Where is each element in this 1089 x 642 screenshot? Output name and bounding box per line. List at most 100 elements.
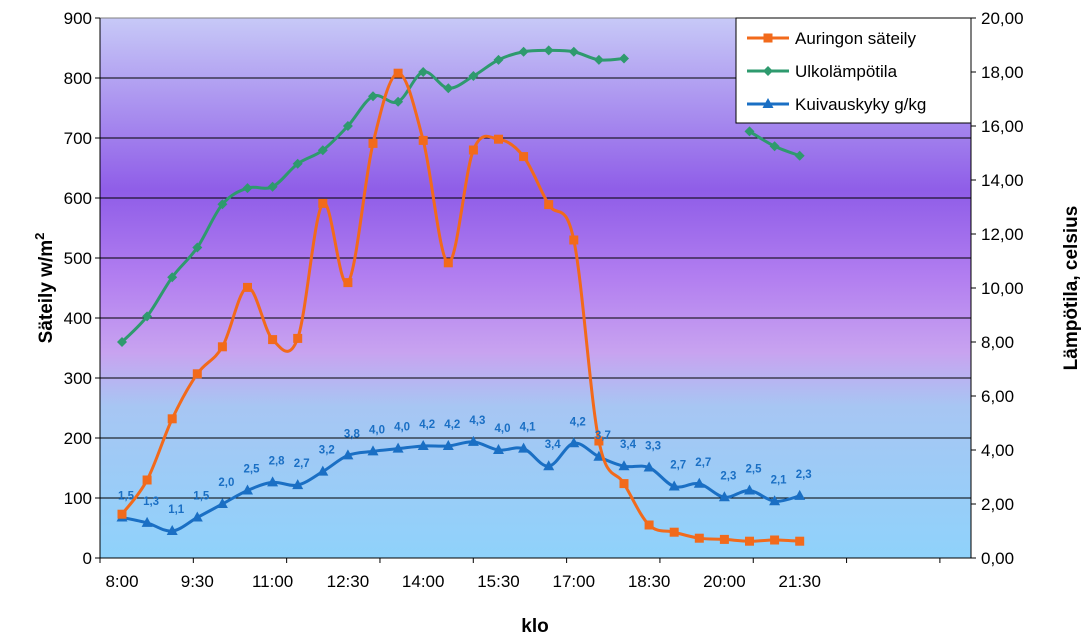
- data-label: 1,5: [193, 491, 210, 503]
- data-point: [393, 96, 404, 107]
- data-point: [668, 480, 680, 491]
- data-label: 2,7: [695, 457, 711, 469]
- data-point: [468, 71, 479, 82]
- data-label: 1,5: [118, 491, 135, 503]
- right-tick-label: 20,00: [981, 9, 1024, 28]
- data-label: 4,3: [469, 415, 485, 427]
- left-tick-label: 800: [64, 69, 92, 88]
- right-tick-label: 12,00: [981, 225, 1024, 244]
- data-point: [493, 444, 504, 454]
- series-line: [121, 440, 801, 533]
- data-point: [166, 525, 178, 535]
- data-point: [519, 152, 529, 162]
- data-point: [568, 46, 579, 57]
- data-point: [293, 333, 303, 343]
- data-point: [795, 536, 805, 546]
- data-point: [368, 91, 378, 102]
- data-point: [292, 479, 304, 490]
- data-point: [594, 436, 604, 446]
- data-point: [719, 534, 729, 544]
- data-label: 2,8: [269, 455, 286, 467]
- data-point: [745, 536, 754, 546]
- legend-marker: [762, 98, 774, 108]
- data-point: [167, 272, 178, 283]
- left-tick-label: 400: [64, 309, 92, 328]
- data-point: [618, 460, 630, 471]
- data-point: [644, 520, 654, 530]
- left-axis-title-superscript: 2: [32, 233, 47, 240]
- data-label: 2,5: [746, 464, 763, 476]
- x-tick-label: 17:00: [553, 572, 596, 591]
- data-label: 3,4: [620, 439, 637, 451]
- data-point: [694, 533, 704, 543]
- data-point: [442, 439, 454, 450]
- data-label: 2,1: [771, 474, 788, 486]
- series-1: [117, 45, 805, 347]
- data-point: [267, 181, 278, 192]
- axes: 0 100 200 300 400 500 600 700 800 900 0,00 2,00 4,00…: [64, 9, 1024, 591]
- x-axis-title: klo: [521, 616, 548, 637]
- data-point: [544, 200, 554, 210]
- right-axis-title: Lämpötila, celsius: [1061, 206, 1082, 371]
- data-point: [141, 516, 153, 527]
- series-2: [116, 435, 806, 535]
- data-point: [242, 183, 253, 194]
- series-layer: [116, 45, 806, 546]
- data-point: [191, 511, 203, 522]
- data-point: [343, 278, 353, 288]
- data-label: 1,1: [168, 504, 185, 516]
- data-label: 2,7: [294, 458, 310, 470]
- data-point: [342, 449, 354, 460]
- data-point: [443, 258, 453, 268]
- data-point: [216, 498, 228, 508]
- data-label: 3,2: [319, 445, 335, 457]
- x-tick-label: 20:00: [703, 572, 746, 591]
- x-tick-label: 12:30: [327, 572, 370, 591]
- data-point: [267, 476, 279, 487]
- data-point: [493, 54, 504, 65]
- data-point: [643, 461, 655, 472]
- left-tick-label: 700: [64, 129, 92, 148]
- data-label: 4,0: [495, 423, 511, 435]
- data-point: [117, 509, 127, 519]
- data-point: [769, 495, 781, 506]
- legend-entry: Ulkolämpötila: [795, 62, 898, 81]
- data-point: [669, 527, 679, 537]
- data-point: [468, 145, 478, 155]
- data-point: [418, 135, 428, 145]
- data-label: 4,2: [419, 419, 435, 431]
- right-tick-label: 14,00: [981, 171, 1024, 190]
- data-point: [593, 54, 604, 65]
- data-point: [417, 439, 429, 450]
- data-point: [518, 46, 529, 57]
- data-point: [393, 68, 403, 78]
- data-point: [217, 199, 228, 210]
- right-tick-label: 2,00: [981, 495, 1014, 514]
- data-label: 2,3: [720, 470, 736, 482]
- data-point: [292, 158, 303, 169]
- data-label: 4,0: [369, 424, 385, 436]
- left-tick-label: 600: [64, 189, 92, 208]
- right-tick-label: 18,00: [981, 63, 1024, 82]
- data-point: [192, 369, 202, 379]
- left-tick-label: 300: [64, 369, 92, 388]
- data-point: [142, 475, 152, 485]
- data-point: [543, 45, 554, 56]
- data-point: [318, 198, 328, 208]
- left-tick-label: 100: [64, 489, 92, 508]
- data-point: [518, 442, 530, 453]
- data-label: 4,1: [520, 422, 537, 434]
- data-label: 4,2: [570, 416, 586, 428]
- right-tick-label: 4,00: [981, 441, 1014, 460]
- data-label: 3,7: [595, 430, 611, 442]
- data-point: [568, 437, 580, 448]
- right-tick-label: 10,00: [981, 279, 1024, 298]
- data-label: 3,3: [645, 441, 661, 453]
- x-tick-label: 18:30: [628, 572, 671, 591]
- data-label: 4,2: [444, 419, 460, 431]
- data-point: [543, 460, 555, 471]
- x-tick-label: 14:00: [402, 572, 445, 591]
- data-point: [693, 477, 705, 488]
- legend: Auringon säteily Ulkolämpötila Kuivauskyky…: [735, 17, 972, 124]
- data-point: [744, 484, 755, 495]
